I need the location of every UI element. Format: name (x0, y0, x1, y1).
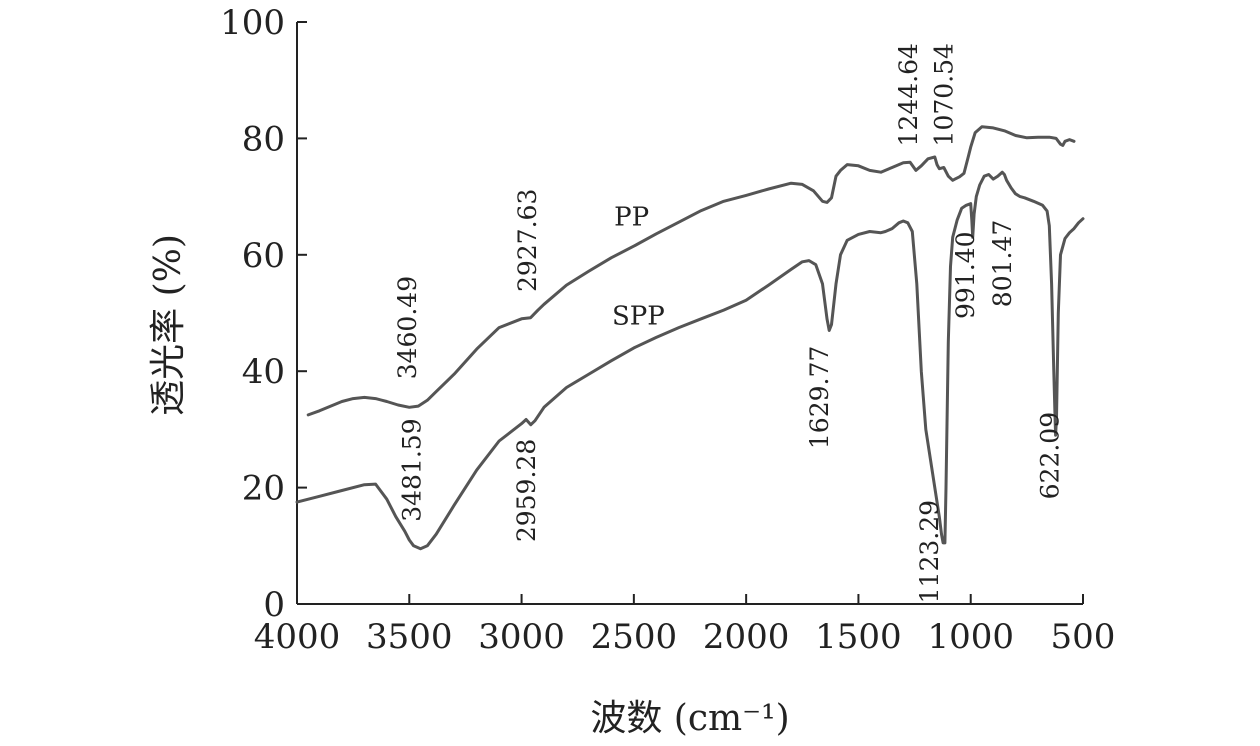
y-tick-label: 100 (220, 3, 285, 43)
peak-label: 991.40 (951, 231, 980, 318)
x-tick-label: 500 (1051, 617, 1116, 657)
y-tick-label: 60 (242, 236, 285, 276)
peak-label: 622.09 (1035, 412, 1064, 499)
y-tick-label: 80 (242, 119, 285, 159)
series-line-pp (306, 125, 1076, 417)
series-label: PP (614, 203, 649, 233)
annotation-layer: 3460.49 2927.63 1244.64 1070.54 3481.59 2959.… (393, 43, 1064, 603)
series-line-spp (295, 170, 1085, 551)
x-tick-label: 3000 (478, 617, 565, 657)
x-tick-label: 1000 (927, 617, 1014, 657)
x-tick-label: 2500 (591, 617, 678, 657)
series-layer (295, 125, 1085, 551)
peak-label: 1123.29 (915, 500, 944, 603)
x-tick-label: 4000 (254, 617, 341, 657)
peak-label: 1070.54 (930, 43, 959, 146)
y-tick-label: 0 (263, 585, 285, 625)
peak-label: 2927.63 (513, 189, 542, 292)
peak-label: 3460.49 (393, 276, 422, 379)
y-tick-label: 20 (242, 469, 285, 509)
x-axis-title: 波数 (cm⁻¹) (590, 698, 789, 739)
x-tick-label: 3500 (366, 617, 453, 657)
peak-label: 1244.64 (894, 43, 923, 146)
x-tick-label: 2000 (703, 617, 790, 657)
peak-label: 3481.59 (398, 418, 427, 521)
series-label: SPP (612, 302, 665, 332)
peak-label: 2959.28 (512, 439, 541, 542)
y-tick-label: 40 (242, 352, 285, 392)
peak-label: 1629.77 (805, 346, 834, 449)
x-tick-label: 1500 (815, 617, 902, 657)
axes: 0 20 40 60 80 100 4000 3500 3000 2500 2000 1500 1000… (220, 3, 1115, 657)
peak-label: 801.47 (988, 220, 1017, 307)
y-axis-title: 透光率 (%) (148, 234, 189, 416)
